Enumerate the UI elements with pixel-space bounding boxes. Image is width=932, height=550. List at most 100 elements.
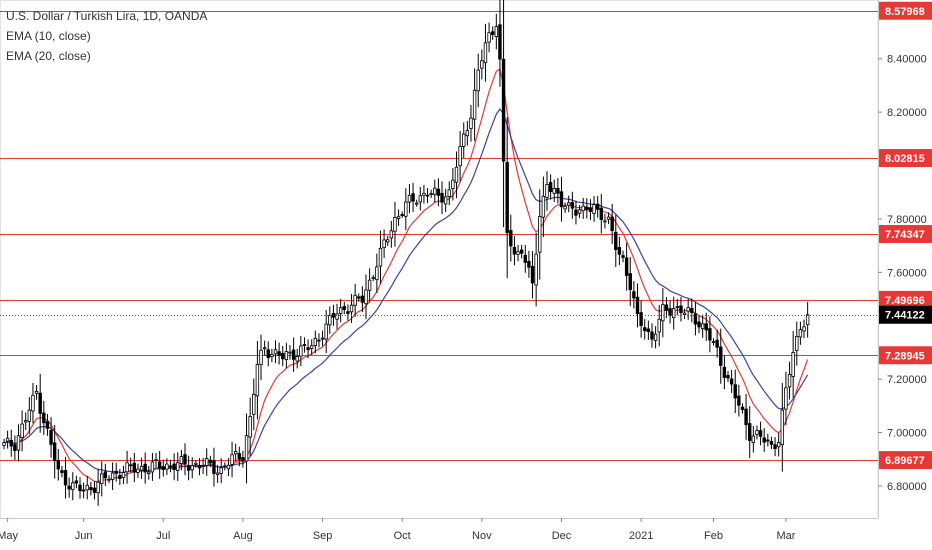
- candle-body: [603, 220, 607, 223]
- candle-body: [519, 249, 524, 254]
- candle-body: [697, 321, 701, 328]
- x-tick-label: Nov: [472, 530, 492, 542]
- x-tick-label: Jun: [75, 530, 93, 542]
- candle-body: [480, 60, 484, 69]
- candle-body: [451, 179, 455, 189]
- candle-body: [798, 329, 803, 338]
- candle-body: [317, 339, 321, 342]
- candle-body: [780, 409, 784, 445]
- ema-20-label[interactable]: EMA (20, close): [6, 49, 91, 63]
- candle-body: [205, 458, 209, 466]
- chart-legend: U.S. Dollar / Turkish Lira, 1D, OANDA EM…: [6, 6, 207, 66]
- candle-body: [78, 484, 82, 492]
- candle-body: [389, 230, 394, 239]
- candle-body: [284, 351, 289, 360]
- level-badge-label: 7.28945: [885, 350, 925, 362]
- candle-body: [650, 331, 654, 340]
- candle-body: [244, 435, 249, 462]
- candle-body: [248, 416, 252, 438]
- y-tick-label: 6.80000: [887, 481, 927, 493]
- candle-body: [433, 187, 437, 195]
- x-tick-label: Aug: [233, 530, 253, 542]
- candle-body: [516, 251, 520, 255]
- candle-body: [237, 453, 241, 460]
- candle-body: [342, 306, 346, 310]
- candle-body: [74, 480, 79, 484]
- candle-body: [476, 69, 480, 92]
- candle-body: [621, 255, 625, 258]
- candle-body: [744, 408, 748, 426]
- x-tick-label: Dec: [552, 530, 572, 542]
- candle-body: [624, 257, 629, 276]
- candle-body: [787, 373, 792, 388]
- candle-body: [114, 470, 118, 474]
- candle-body: [201, 465, 205, 467]
- symbol-title[interactable]: U.S. Dollar / Turkish Lira, 1D, OANDA: [6, 9, 208, 23]
- candle-body: [581, 205, 585, 212]
- candle-body: [635, 296, 640, 314]
- ema-10-label[interactable]: EMA (10, close): [6, 29, 91, 43]
- candle-body: [498, 24, 502, 60]
- candle-body: [538, 216, 542, 253]
- candle-body: [107, 478, 111, 481]
- candle-body: [270, 353, 274, 357]
- x-tick-label: Sep: [313, 530, 333, 542]
- candle-body: [262, 347, 267, 350]
- level-badge-label: 8.57968: [885, 6, 925, 18]
- horizontal-levels: [0, 0, 879, 519]
- candle-body: [273, 349, 278, 355]
- candle-body: [27, 409, 32, 422]
- ema-20-line: [3, 107, 809, 473]
- candle-body: [121, 472, 126, 478]
- candle-body: [313, 337, 318, 346]
- candle-body: [277, 351, 281, 356]
- candle-body: [378, 247, 383, 267]
- y-tick-label: 7.80000: [887, 214, 927, 226]
- level-badge-label: 7.74347: [885, 229, 925, 241]
- level-badge-label: 6.89677: [885, 455, 925, 467]
- candle-body: [628, 273, 632, 290]
- candle-body: [118, 475, 122, 479]
- candle-body: [748, 423, 752, 441]
- candle-body: [375, 266, 379, 281]
- candle-body: [588, 207, 593, 212]
- candle-body: [737, 395, 741, 406]
- candle-body: [24, 420, 28, 423]
- candle-body: [407, 194, 412, 203]
- candle-body: [675, 306, 680, 308]
- candle-body: [411, 193, 415, 202]
- candle-body: [172, 463, 176, 471]
- candle-body: [306, 347, 310, 351]
- candle-body: [672, 308, 676, 319]
- candle-body: [266, 349, 270, 359]
- candle-body: [422, 192, 426, 196]
- candle-body: [186, 465, 191, 471]
- candle-body: [639, 312, 643, 326]
- candle-body: [367, 279, 372, 291]
- candle-body: [805, 314, 810, 326]
- plot-frame: [0, 0, 879, 519]
- x-tick-label: May: [0, 530, 19, 542]
- y-tick-label: 8.20000: [887, 107, 927, 119]
- candle-body: [208, 459, 213, 464]
- candle-body: [364, 289, 368, 305]
- candle-body: [653, 333, 658, 341]
- candle-body: [360, 295, 365, 303]
- candle-body: [85, 484, 89, 491]
- ema-10-line: [3, 68, 809, 483]
- candle-body: [429, 193, 433, 195]
- candle-body: [400, 214, 404, 216]
- candle-body: [357, 296, 361, 299]
- candle-body: [610, 216, 614, 232]
- candle-body: [139, 465, 144, 471]
- candle-body: [230, 454, 234, 465]
- candle-body: [165, 463, 169, 470]
- candle-body: [353, 294, 357, 306]
- candle-body: [567, 202, 571, 206]
- candle-body: [617, 247, 622, 255]
- candle-body: [552, 187, 556, 194]
- level-badge-bg: [879, 290, 932, 309]
- candle-body: [89, 486, 93, 491]
- candle-body: [183, 454, 187, 465]
